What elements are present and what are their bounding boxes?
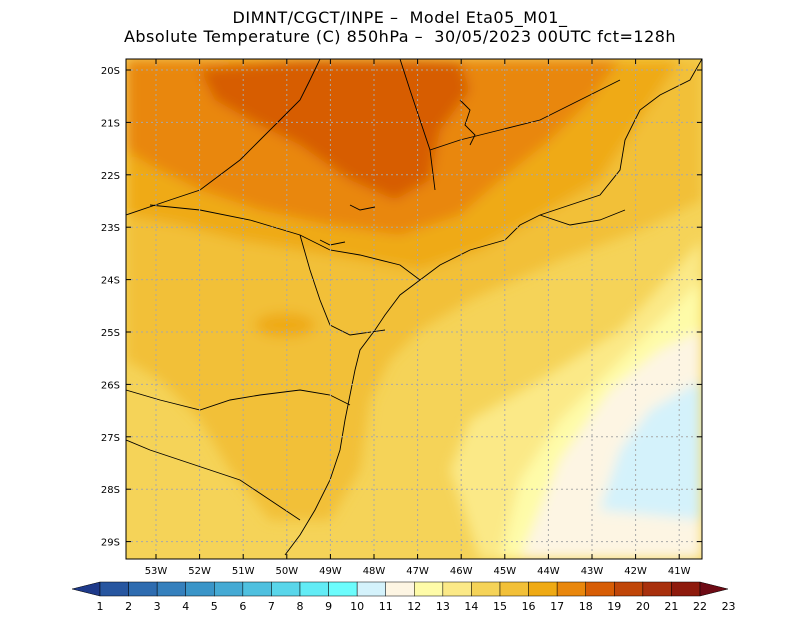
colorbar-label: 21 xyxy=(664,600,678,613)
lon-label: 51W xyxy=(232,566,255,577)
axis-ticks: 20S 21S 22S 23S 24S 25S 26S 27S 28S 29S 53W 52W 51W 5… xyxy=(101,59,702,577)
state-border-8 xyxy=(429,79,621,151)
lat-label: 26S xyxy=(101,380,120,391)
colorbar-swatch xyxy=(699,581,729,597)
temperature-field xyxy=(126,59,702,559)
colorbar-label: 1 xyxy=(97,600,104,613)
colorbar-label: 4 xyxy=(182,600,189,613)
lat-label: 23S xyxy=(101,223,120,234)
state-border-2 xyxy=(399,59,436,191)
lat-label: 29S xyxy=(101,538,120,549)
lon-label: 50W xyxy=(275,566,298,577)
lon-label: 53W xyxy=(145,566,168,577)
colorbar-label: 2 xyxy=(125,600,132,613)
colorbar-swatch xyxy=(242,581,272,597)
state-border-4 xyxy=(299,234,386,336)
colorbar-label: 7 xyxy=(268,600,275,613)
lon-label: 45W xyxy=(493,566,516,577)
state-border-3 xyxy=(149,204,421,281)
coastline-borders xyxy=(126,59,702,556)
map-frame xyxy=(125,58,703,560)
colorbar-label: 23 xyxy=(722,600,736,613)
colorbar-label: 20 xyxy=(636,600,650,613)
colorbar-swatch xyxy=(128,581,158,597)
colorbar-swatch xyxy=(414,581,444,597)
colorbar-label: 3 xyxy=(154,600,161,613)
colorbar-swatch xyxy=(471,581,501,597)
colorbar-swatch xyxy=(585,581,615,597)
state-border-1 xyxy=(126,59,321,216)
colorbar-swatch xyxy=(642,581,672,597)
lon-label: 44W xyxy=(537,566,560,577)
colorbar-swatch xyxy=(671,581,701,597)
colorbar-label: 16 xyxy=(522,600,536,613)
map-title-line2: Absolute Temperature (C) 850hPa – 30/05/… xyxy=(123,27,677,46)
colorbar-swatch xyxy=(71,581,101,597)
colorbar-swatch xyxy=(356,581,386,597)
reservoir-2 xyxy=(349,204,376,211)
field-10-11 xyxy=(600,380,702,520)
lon-label: 43W xyxy=(581,566,604,577)
reservoir-1 xyxy=(459,99,476,146)
colorbar-swatch xyxy=(214,581,244,597)
state-border-7 xyxy=(539,209,626,226)
colorbar-swatch xyxy=(185,581,215,597)
colorbar-label: 13 xyxy=(436,600,450,613)
lon-label: 42W xyxy=(624,566,647,577)
lon-label: 49W xyxy=(319,566,342,577)
colorbar-swatch xyxy=(614,581,644,597)
lat-label: 28S xyxy=(101,485,120,496)
colorbar-label: 15 xyxy=(493,600,507,613)
lat-label: 21S xyxy=(101,118,120,129)
lon-label: 47W xyxy=(406,566,429,577)
colorbar-label: 12 xyxy=(407,600,421,613)
lat-label: 20S xyxy=(101,66,120,77)
field-18-19 xyxy=(200,60,470,200)
colorbar-swatch xyxy=(556,581,586,597)
map-title-line1: DIMNT/CGCT/INPE – Model Eta05_M01_ xyxy=(232,8,568,27)
lat-label: 25S xyxy=(101,328,120,339)
field-blob-16 xyxy=(255,313,315,337)
colorbar-label: 5 xyxy=(211,600,218,613)
colorbar-swatch xyxy=(99,581,129,597)
colorbar-swatch xyxy=(385,581,415,597)
colorbar: 1 2 3 4 5 6 7 8 9 10 11 12 13 14 15 16 17 18 19 20 21 22 23 xyxy=(71,581,736,613)
lon-label: 52W xyxy=(188,566,211,577)
state-border-5 xyxy=(126,389,351,411)
colorbar-label: 18 xyxy=(579,600,593,613)
colorbar-label: 22 xyxy=(693,600,707,613)
state-border-6 xyxy=(126,439,301,521)
lon-label: 48W xyxy=(363,566,386,577)
lon-label: 46W xyxy=(450,566,473,577)
colorbar-swatch xyxy=(271,581,301,597)
lat-label: 24S xyxy=(101,276,120,287)
graticule xyxy=(126,59,702,559)
colorbar-swatch xyxy=(328,581,358,597)
lon-label: 41W xyxy=(668,566,691,577)
colorbar-label: 17 xyxy=(550,600,564,613)
coastline xyxy=(284,59,702,556)
colorbar-swatch xyxy=(156,581,186,597)
lat-label: 22S xyxy=(101,171,120,182)
colorbar-label: 9 xyxy=(325,600,332,613)
colorbar-label: 11 xyxy=(379,600,393,613)
colorbar-swatch xyxy=(299,581,329,597)
colorbar-label: 8 xyxy=(297,600,304,613)
colorbar-label: 19 xyxy=(607,600,621,613)
colorbar-swatch xyxy=(499,581,529,597)
colorbar-label: 6 xyxy=(239,600,246,613)
lat-label: 27S xyxy=(101,433,120,444)
colorbar-label: 14 xyxy=(464,600,478,613)
colorbar-swatch xyxy=(442,581,472,597)
colorbar-swatch xyxy=(528,581,558,597)
colorbar-label: 10 xyxy=(350,600,364,613)
